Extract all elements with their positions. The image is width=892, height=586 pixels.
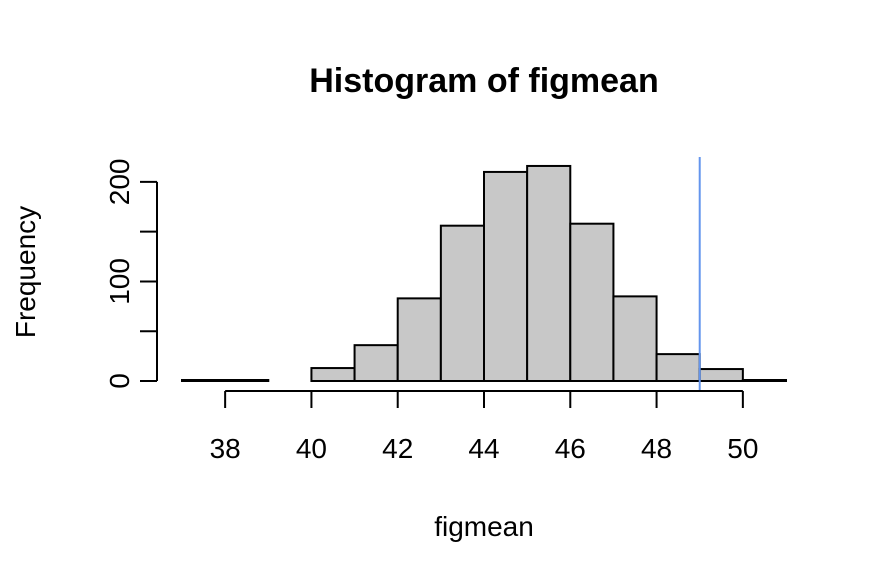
x-tick-label: 50 <box>727 433 758 464</box>
bars-group <box>181 164 787 383</box>
y-tick-label: 100 <box>104 258 135 305</box>
histogram-bar <box>396 297 442 383</box>
x-tick-label: 42 <box>382 433 413 464</box>
histogram-bar <box>526 164 572 382</box>
histogram-bar <box>655 353 701 382</box>
histogram-bar <box>569 222 615 382</box>
histogram-bar <box>612 295 658 382</box>
chart-title: Histogram of figmean <box>309 62 658 100</box>
histogram-bar <box>741 379 787 383</box>
x-tick-label: 46 <box>555 433 586 464</box>
histogram-bar <box>353 344 399 383</box>
histogram-bar <box>483 170 529 382</box>
x-axis-label: figmean <box>434 511 534 542</box>
histogram-bar <box>698 368 744 383</box>
x-tick-label: 48 <box>641 433 672 464</box>
histogram-bar <box>439 224 486 382</box>
x-axis: 38 40 42 44 46 48 50 <box>210 390 758 464</box>
histogram-bar <box>224 379 270 383</box>
x-tick-label: 40 <box>296 433 327 464</box>
x-tick-label: 38 <box>210 433 241 464</box>
y-tick-label: 0 <box>104 373 135 389</box>
histogram-bar <box>310 367 356 382</box>
y-axis: 0 100 200 <box>104 159 158 389</box>
histogram-bar <box>181 379 227 383</box>
x-tick-label: 44 <box>468 433 499 464</box>
y-axis-label: Frequency <box>10 206 41 338</box>
y-tick-label: 200 <box>104 159 135 206</box>
